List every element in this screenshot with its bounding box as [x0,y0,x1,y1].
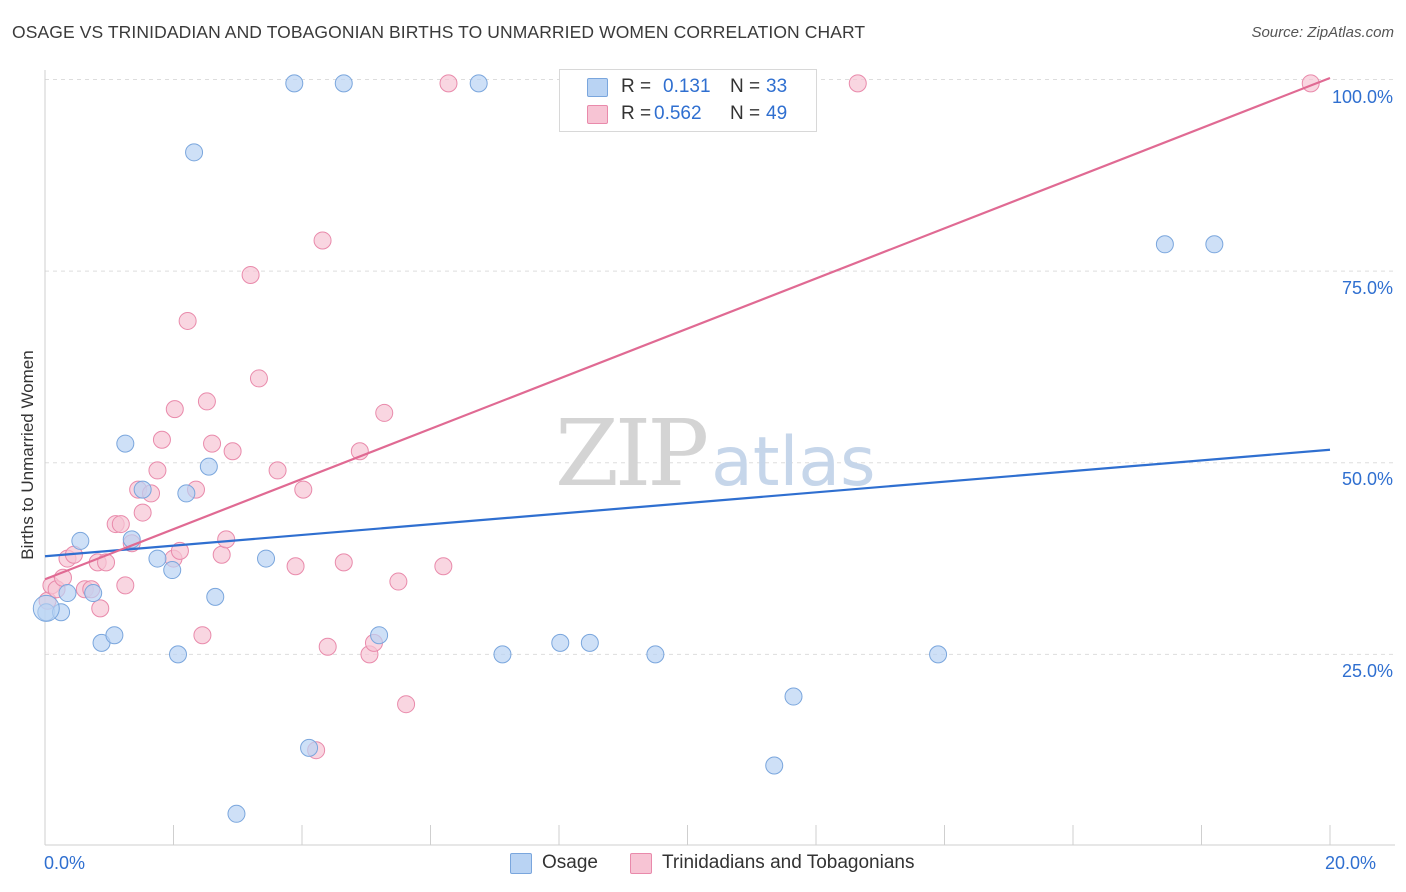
trin-r-value: 0.562 [654,103,702,124]
y-axis-label: Births to Unmarried Women [18,350,37,560]
trin-point [217,530,236,549]
y-tick-label-75: 75.0% [1341,278,1393,298]
osage-point [84,584,103,603]
osage-point [469,74,488,93]
stats-legend: R = 0.131 N = 33 R = 0.562 N = 49 [559,69,817,132]
axes [44,70,1395,846]
osage-point [551,633,570,652]
osage-point [199,457,218,476]
trin-point [193,626,212,645]
trin-point [268,461,287,480]
trin-r-label: R = [621,103,652,124]
trin-point [241,265,260,284]
osage-point [105,626,124,645]
trin-point [170,541,189,560]
trin-point [389,572,408,591]
osage-point [929,645,948,664]
osage-n-label: N = [730,76,761,97]
trin-n-label: N = [730,103,761,124]
osage-point [71,531,90,550]
trin-point [178,311,197,330]
osage-point [177,484,196,503]
osage-r-label: R = [621,76,652,97]
osage-point [148,549,167,568]
osage-point [206,587,225,606]
osage-legend-swatch [510,853,532,874]
osage-point [227,804,246,823]
osage-point [116,434,135,453]
osage-point [185,143,204,162]
osage-n-value: 33 [766,76,788,97]
watermark-atlas: atlas [711,423,876,502]
osage-point [58,584,77,603]
trin-point [318,637,337,656]
trin-point [165,400,184,419]
osage-point [285,74,304,93]
osage-point [646,645,665,664]
trin-point [152,430,171,449]
osage-point [32,594,60,622]
osage-point [168,645,187,664]
osage-point [1155,235,1174,254]
trin-point [334,553,353,572]
osage-swatch [587,78,608,97]
watermark: ZIPatlas [555,400,876,507]
trin-point [313,231,332,250]
trin-legend-label: Trinidadians and Tobagonians [662,852,915,873]
osage-legend-label: Osage [542,852,598,873]
osage-point [493,645,512,664]
trin-point [434,557,453,576]
trin-point [294,480,313,499]
trin-point [203,434,222,453]
osage-point [765,756,784,775]
trin-n-value: 49 [766,103,788,124]
trin-swatch [587,105,608,124]
watermark-zip: ZIP [555,400,709,507]
trend-lines [44,76,1331,581]
trin-point [116,576,135,595]
trin-point [197,392,216,411]
osage-point [133,480,152,499]
trin-point [249,369,268,388]
y-tick-label-100: 100.0% [1331,87,1393,107]
gridlines [45,79,1395,655]
y-tick-label-25: 25.0% [1341,661,1393,681]
trin-point [375,403,394,422]
osage-point [370,626,389,645]
trin-point [286,557,305,576]
trin-point [848,74,867,93]
y-tick-label-50: 50.0% [1341,469,1393,489]
chart-title: OSAGE VS TRINIDADIAN AND TOBAGONIAN BIRT… [12,22,866,42]
trin-legend-swatch [630,853,652,874]
trin-point [133,503,152,522]
osage-point [163,561,182,580]
osage-point [1205,235,1224,254]
osage-r-value: 0.131 [663,76,711,97]
osage-point [300,738,319,757]
trin-point [148,461,167,480]
trin-point [91,599,110,618]
trin-point [397,695,416,714]
osage-points [32,74,1224,823]
osage-point [784,687,803,706]
x-tick-label-max: 20.0% [1325,853,1377,873]
osage-trend-line [44,448,1331,558]
trin-point [223,442,242,461]
trin-point [439,74,458,93]
osage-point [580,633,599,652]
trin-trend-line [44,76,1331,581]
x-tick-label-min: 0.0% [44,853,86,873]
source-label: Source: ZipAtlas.com [1251,24,1394,41]
trin-point [212,545,231,564]
trin-point [111,515,130,534]
osage-point [334,74,353,93]
osage-point [257,549,276,568]
